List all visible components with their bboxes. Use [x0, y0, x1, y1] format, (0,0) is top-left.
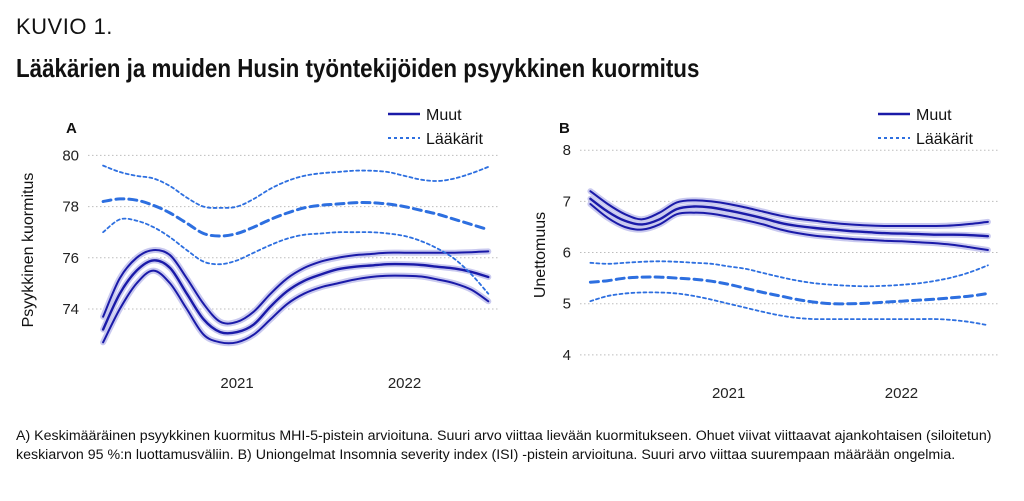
series-muut-ci-upper-line [589, 190, 989, 227]
figure-label: KUVIO 1. [16, 14, 113, 39]
y-tick-label: 7 [563, 193, 571, 210]
y-axis-label: Unettomuus [532, 212, 549, 298]
y-axis-label: Psyykkinen kuormitus [20, 173, 37, 328]
page-title: Lääkärien ja muiden Husin työntekijöiden… [16, 53, 700, 83]
panel-letter: A [66, 120, 77, 137]
legend-label: Muut [426, 107, 462, 124]
figure-caption: A) Keskimääräinen psyykkinen kuormitus M… [16, 428, 992, 463]
y-tick-label: 8 [563, 142, 571, 159]
legend-label: Lääkärit [916, 131, 973, 148]
series-line-halo [100, 267, 492, 347]
y-tick-label: 78 [62, 199, 79, 216]
series-laakarit-ci-upper-line [589, 260, 989, 288]
panel-a: 74 76 78 80 2021 2022 Psyykkinen kuormitus A Muu… [20, 107, 500, 392]
series-laakarit-ci-lower-line [589, 291, 989, 327]
x-tick-label: 2021 [220, 375, 253, 392]
series-muut-mean-line [589, 197, 990, 238]
series-muut-ci-lower-line [589, 203, 989, 251]
series-muut-ci-lower-line [102, 269, 490, 345]
series-muut-ci-upper-line [102, 249, 490, 325]
legend-label: Muut [916, 107, 952, 124]
series-laakarit-mean-line [588, 275, 990, 306]
x-tick-label: 2021 [712, 385, 745, 402]
y-tick-label: 5 [563, 296, 571, 313]
series-laakarit-mean-line [101, 197, 490, 238]
legend-label: Lääkärit [426, 131, 483, 148]
panel-letter: B [559, 120, 570, 137]
y-tick-label: 4 [563, 347, 571, 364]
series-laakarit-ci-upper-line [102, 164, 490, 209]
y-tick-label: 76 [62, 250, 79, 267]
y-tick-label: 6 [563, 245, 571, 262]
y-tick-label: 80 [62, 147, 79, 164]
y-tick-label: 74 [62, 301, 79, 318]
panel-b: 4 5 6 7 8 2021 2022 Unettomuus B Muut Lääkärit [532, 107, 1000, 402]
series-laakarit-ci-lower-line [102, 217, 490, 295]
series-muut-mean-line [101, 259, 490, 335]
x-tick-label: 2022 [885, 385, 918, 402]
x-tick-label: 2022 [388, 375, 421, 392]
